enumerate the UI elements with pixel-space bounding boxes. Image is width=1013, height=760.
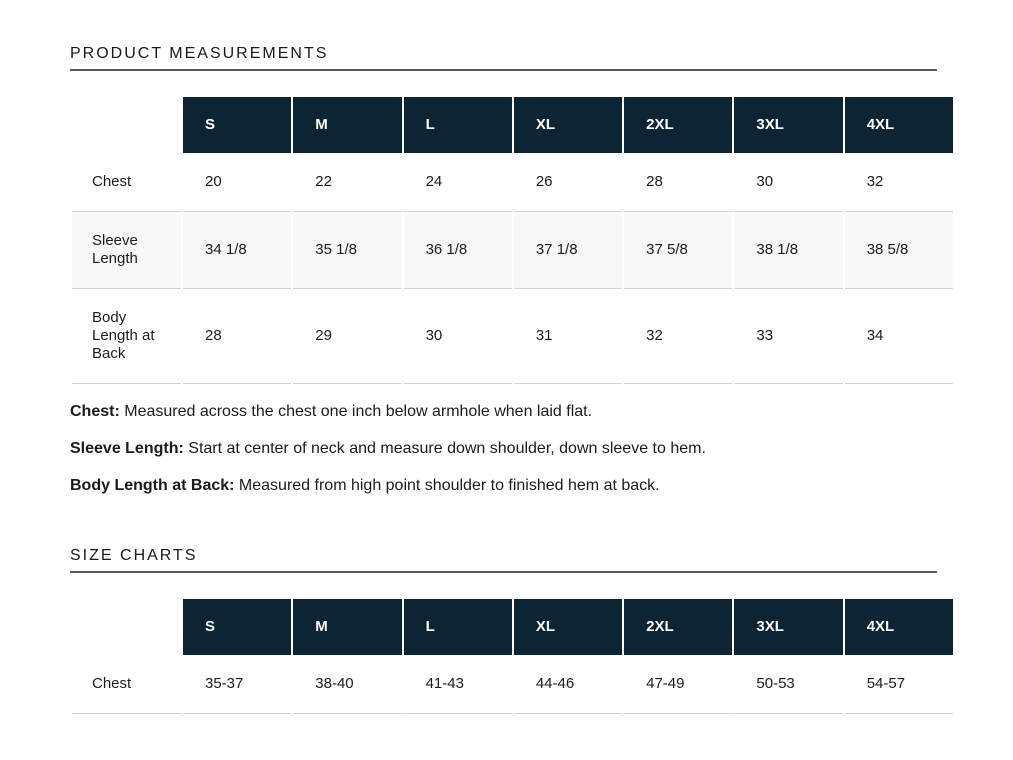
measurement-value: 26 xyxy=(513,153,623,212)
measurement-value: 41-43 xyxy=(403,655,512,714)
measurement-value: 29 xyxy=(293,289,402,384)
size-column-header: 2XL xyxy=(624,97,733,153)
measurement-value: 35 1/8 xyxy=(293,212,402,289)
size-column-header: S xyxy=(183,97,292,153)
size-column-header: 2XL xyxy=(624,599,733,655)
table-row-chest: Chest 20 22 24 26 28 30 32 xyxy=(72,153,953,212)
measurement-value: 34 xyxy=(844,289,953,384)
measurement-value: 32 xyxy=(844,153,953,212)
note-term: Sleeve Length: xyxy=(70,440,184,457)
table-row-chest: Chest 35-37 38-40 41-43 44-46 47-49 50-5… xyxy=(72,655,953,714)
measurement-value: 34 1/8 xyxy=(183,212,292,289)
measurement-value: 37 1/8 xyxy=(513,212,623,289)
measurement-value: 54-57 xyxy=(844,655,953,714)
note-text: Measured from high point shoulder to fin… xyxy=(238,477,660,494)
note-term: Chest: xyxy=(70,403,120,420)
size-header-row: S M L XL 2XL 3XL 4XL xyxy=(72,599,953,655)
measurement-value: 38 5/8 xyxy=(844,212,953,289)
size-column-header: L xyxy=(403,599,512,655)
row-label: Chest xyxy=(72,153,181,212)
measurement-value: 32 xyxy=(624,289,733,384)
measurement-value: 47-49 xyxy=(624,655,733,714)
measurement-value: 28 xyxy=(624,153,733,212)
measurement-value: 20 xyxy=(183,153,292,212)
product-measurements-section: PRODUCT MEASUREMENTS S M L XL 2XL 3XL 4X… xyxy=(70,44,1013,496)
size-column-header: 4XL xyxy=(844,97,953,153)
measurement-value: 30 xyxy=(403,289,512,384)
product-measurements-table: S M L XL 2XL 3XL 4XL Chest 20 22 24 26 2… xyxy=(70,97,955,384)
measurement-value: 35-37 xyxy=(183,655,292,714)
size-chart-page: PRODUCT MEASUREMENTS S M L XL 2XL 3XL 4X… xyxy=(70,44,1013,714)
size-column-header: M xyxy=(293,599,402,655)
table-row-sleeve-length: Sleeve Length 34 1/8 35 1/8 36 1/8 37 1/… xyxy=(72,212,953,289)
size-column-header: M xyxy=(293,97,402,153)
measurement-value: 50-53 xyxy=(734,655,843,714)
measurement-value: 24 xyxy=(403,153,512,212)
table-row-body-length-at-back: Body Length at Back 28 29 30 31 32 33 34 xyxy=(72,289,953,384)
corner-empty-cell xyxy=(72,599,181,655)
measurement-note-chest: Chest: Measured across the chest one inc… xyxy=(70,402,1013,422)
size-column-header: XL xyxy=(513,97,623,153)
measurement-value: 37 5/8 xyxy=(624,212,733,289)
size-column-header: 3XL xyxy=(734,599,843,655)
measurement-value: 22 xyxy=(293,153,402,212)
row-label: Sleeve Length xyxy=(72,212,181,289)
size-column-header: S xyxy=(183,599,292,655)
measurement-note-body-length: Body Length at Back: Measured from high … xyxy=(70,476,1013,496)
note-term: Body Length at Back: xyxy=(70,477,235,494)
measurement-note-sleeve-length: Sleeve Length: Start at center of neck a… xyxy=(70,439,1013,459)
measurement-value: 28 xyxy=(183,289,292,384)
row-label: Chest xyxy=(72,655,181,714)
size-header-row: S M L XL 2XL 3XL 4XL xyxy=(72,97,953,153)
size-charts-table: S M L XL 2XL 3XL 4XL Chest 35-37 38-40 4… xyxy=(70,599,955,714)
measurement-value: 38 1/8 xyxy=(734,212,843,289)
measurement-value: 31 xyxy=(513,289,623,384)
measurement-value: 30 xyxy=(734,153,843,212)
measurement-value: 38-40 xyxy=(293,655,402,714)
corner-empty-cell xyxy=(72,97,181,153)
product-measurements-title: PRODUCT MEASUREMENTS xyxy=(70,44,937,71)
note-text: Start at center of neck and measure down… xyxy=(188,440,706,457)
size-column-header: L xyxy=(403,97,512,153)
measurement-notes: Chest: Measured across the chest one inc… xyxy=(70,402,1013,496)
size-column-header: 3XL xyxy=(734,97,843,153)
size-charts-title: SIZE CHARTS xyxy=(70,546,937,573)
note-text: Measured across the chest one inch below… xyxy=(124,403,593,420)
size-column-header: 4XL xyxy=(844,599,953,655)
measurement-value: 33 xyxy=(734,289,843,384)
measurement-value: 44-46 xyxy=(513,655,623,714)
size-charts-section: SIZE CHARTS S M L XL 2XL 3XL 4XL Chest 3… xyxy=(70,546,1013,714)
row-label: Body Length at Back xyxy=(72,289,181,384)
size-column-header: XL xyxy=(513,599,623,655)
measurement-value: 36 1/8 xyxy=(403,212,512,289)
